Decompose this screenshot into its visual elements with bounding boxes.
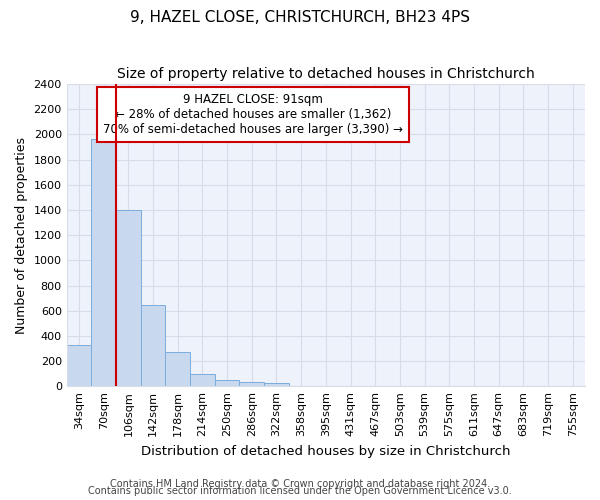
Bar [166,352,190,386]
Text: Contains HM Land Registry data © Crown copyright and database right 2024.: Contains HM Land Registry data © Crown c… [110,479,490,489]
Bar [141,305,166,386]
Text: 9, HAZEL CLOSE, CHRISTCHURCH, BH23 4PS: 9, HAZEL CLOSE, CHRISTCHURCH, BH23 4PS [130,10,470,25]
Bar [91,140,116,386]
Text: 9 HAZEL CLOSE: 91sqm
← 28% of detached houses are smaller (1,362)
70% of semi-de: 9 HAZEL CLOSE: 91sqm ← 28% of detached h… [103,93,403,136]
X-axis label: Distribution of detached houses by size in Christchurch: Distribution of detached houses by size … [141,444,511,458]
Bar [239,382,264,386]
Y-axis label: Number of detached properties: Number of detached properties [15,136,28,334]
Title: Size of property relative to detached houses in Christchurch: Size of property relative to detached ho… [117,68,535,82]
Bar [190,374,215,386]
Bar [215,380,239,386]
Bar [116,210,141,386]
Bar [67,346,91,387]
Bar [264,383,289,386]
Text: Contains public sector information licensed under the Open Government Licence v3: Contains public sector information licen… [88,486,512,496]
